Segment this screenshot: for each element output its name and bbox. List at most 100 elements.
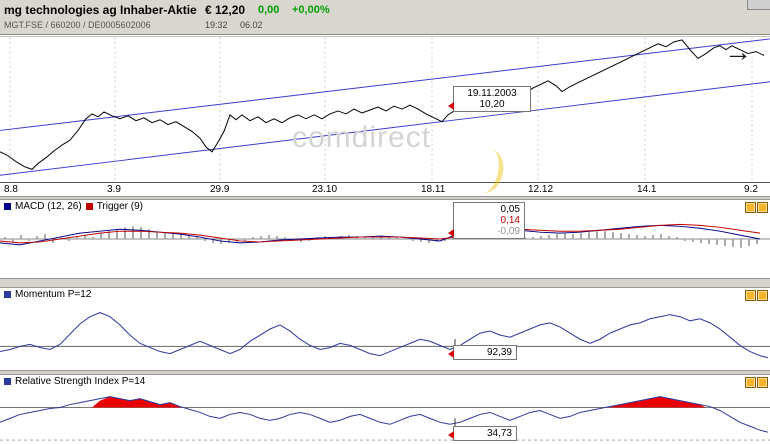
histogram-bar (4, 237, 6, 239)
rsi-overbought-2 (608, 396, 706, 408)
histogram-bar (428, 239, 430, 243)
price-chart[interactable] (0, 37, 770, 183)
histogram-bar (132, 226, 134, 239)
histogram-bar (108, 231, 110, 239)
quote-time: 19:32 (205, 20, 228, 30)
histogram-bar (644, 236, 646, 239)
momentum-label: Momentum P=12 (15, 289, 92, 300)
histogram-bar (612, 232, 614, 239)
rsi-overbought-1 (92, 396, 184, 408)
panel-separator (0, 196, 770, 200)
histogram-bar (396, 237, 398, 239)
histogram-bar (36, 236, 38, 239)
panel-edit-icon[interactable] (745, 377, 756, 388)
instrument-codes: MGT.FSE / 660200 / DE0005602006 (4, 20, 151, 30)
histogram-bar (756, 239, 758, 244)
x-label: 29.9 (210, 184, 230, 195)
histogram-bar (748, 239, 750, 246)
value-pointer-icon (448, 431, 454, 439)
rsi-value-box: 34,73 (448, 426, 517, 441)
histogram-bar (692, 239, 694, 242)
panel-separator (0, 278, 770, 288)
histogram-bar (588, 232, 590, 239)
histogram-bar (380, 237, 382, 239)
histogram-bar (116, 229, 118, 239)
price-chart-panel: comdirect (0, 36, 770, 196)
histogram-bar (188, 236, 190, 239)
value-pointer-icon (448, 350, 454, 358)
rsi-legend-swatch-icon (4, 378, 11, 385)
price-line (0, 39, 765, 170)
panel-remove-icon[interactable] (757, 290, 768, 301)
channel-lower (0, 81, 770, 176)
histogram-bar (172, 233, 174, 239)
histogram-value: -0,09 (497, 226, 520, 237)
rsi-legend: Relative Strength Index P=14 (2, 376, 148, 387)
histogram-bar (636, 235, 638, 239)
change-percent: +0,00% (292, 4, 330, 16)
histogram-bar (20, 235, 22, 239)
annotation-value: 10,20 (479, 99, 505, 110)
histogram-bar (268, 235, 270, 239)
histogram-bar (252, 237, 254, 239)
histogram-bar (740, 239, 742, 248)
channel-upper (0, 38, 770, 131)
instrument-title: mg technologies ag Inhaber-Aktie (4, 3, 197, 17)
panel-remove-icon[interactable] (757, 377, 768, 388)
panel-edit-icon[interactable] (745, 290, 756, 301)
histogram-bar (244, 239, 246, 241)
arrow-annotation-icon[interactable]: → (724, 36, 752, 67)
histogram-bar (204, 239, 206, 241)
rsi-value: 34,73 (486, 428, 512, 439)
histogram-bar (228, 239, 230, 243)
macd-chart[interactable] (0, 200, 770, 278)
histogram-bar (196, 237, 198, 239)
histogram-bar (420, 239, 422, 242)
histogram-bar (364, 237, 366, 239)
histogram-bar (68, 239, 70, 241)
rsi-chart[interactable] (0, 375, 770, 444)
histogram-bar (180, 234, 182, 239)
momentum-chart[interactable] (0, 288, 770, 370)
value-pointer-icon (448, 229, 454, 237)
histogram-bar (92, 237, 94, 239)
trigger-value: 0,14 (500, 215, 520, 226)
rsi-label: Relative Strength Index P=14 (15, 376, 146, 387)
histogram-bar (628, 234, 630, 239)
macd-value: 0,05 (500, 204, 520, 215)
histogram-bar (564, 233, 566, 239)
histogram-bar (148, 229, 150, 239)
histogram-bar (28, 239, 30, 241)
histogram-bar (124, 227, 126, 239)
scrollbar-corner[interactable] (747, 0, 770, 10)
histogram-bar (212, 239, 214, 243)
header: mg technologies ag Inhaber-Aktie MGT.FSE… (0, 0, 770, 35)
panel-remove-icon[interactable] (757, 202, 768, 213)
rsi-line (0, 396, 769, 433)
histogram-bar (12, 239, 14, 242)
histogram-bar (708, 239, 710, 244)
histogram-bar (52, 239, 54, 243)
rsi-panel: Relative Strength Index P=14 (0, 375, 770, 444)
histogram-bar (60, 237, 62, 239)
histogram-bar (412, 239, 414, 241)
histogram-bar (532, 237, 534, 239)
histogram-bar (684, 239, 686, 241)
histogram-bar (84, 235, 86, 239)
macd-legend: MACD (12, 26) Trigger (9) (2, 201, 145, 212)
histogram-bar (724, 239, 726, 246)
panel-edit-icon[interactable] (745, 202, 756, 213)
histogram-bar (716, 239, 718, 245)
histogram-bar (524, 237, 526, 239)
macd-legend-swatch-icon (4, 203, 11, 210)
histogram-bar (260, 236, 262, 239)
histogram-bar (540, 236, 542, 239)
macd-label: MACD (12, 26) (15, 201, 82, 212)
trigger-legend-swatch-icon (85, 203, 93, 210)
momentum-line (0, 312, 769, 359)
histogram-bar (548, 235, 550, 239)
histogram-bar (388, 236, 390, 239)
momentum-value: 92,39 (486, 347, 512, 358)
histogram-bar (276, 236, 278, 239)
